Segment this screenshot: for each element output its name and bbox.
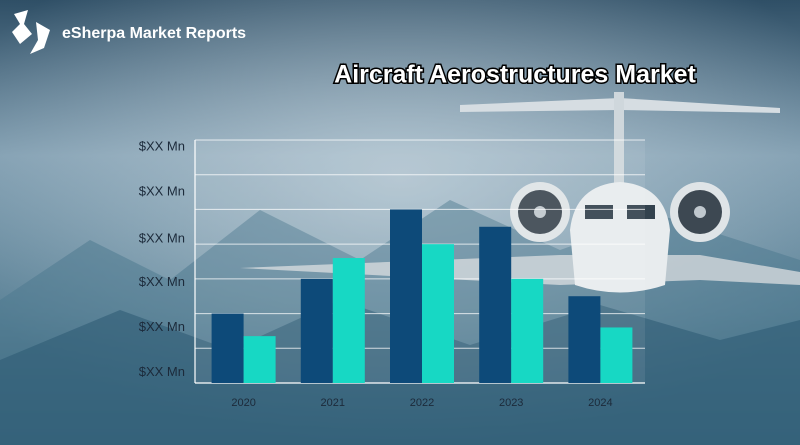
y-tick-label: $XX Mn xyxy=(139,184,185,199)
bar xyxy=(300,278,333,383)
y-tick-label: $XX Mn xyxy=(139,138,185,153)
bar xyxy=(600,327,633,383)
y-tick-label: $XX Mn xyxy=(139,230,185,245)
bar xyxy=(390,209,422,383)
x-tick-label: 2024 xyxy=(588,397,612,409)
bar xyxy=(332,258,365,383)
x-tick-label: 2022 xyxy=(410,397,434,409)
chart-title: Aircraft Aerostructures Market xyxy=(334,61,696,89)
x-tick-label: 2023 xyxy=(499,397,523,409)
brand-name: eSherpa Market Reports xyxy=(62,25,246,42)
bar xyxy=(479,226,512,383)
bar xyxy=(568,296,601,383)
bar xyxy=(511,278,544,383)
logo xyxy=(12,10,50,54)
x-tick-label: 2021 xyxy=(321,397,345,409)
bar xyxy=(422,244,454,383)
bar xyxy=(243,336,276,383)
y-tick-label: $XX Mn xyxy=(139,274,185,289)
y-tick-label: $XX Mn xyxy=(139,319,185,334)
y-tick-label: $XX Mn xyxy=(139,364,185,379)
x-tick-label: 2020 xyxy=(231,397,255,409)
plot-area: $XX Mn $XX Mn $XX Mn $XX Mn $XX Mn $XX Mn 2020… xyxy=(139,138,645,409)
bar xyxy=(211,313,244,383)
